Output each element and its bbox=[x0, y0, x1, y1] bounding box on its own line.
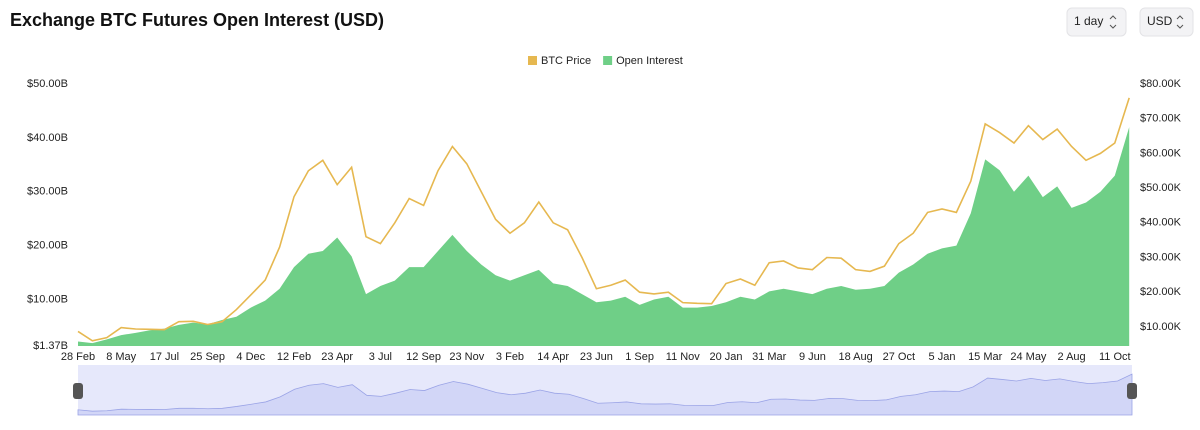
x-tick-label: 28 Feb bbox=[61, 351, 95, 363]
interval-button[interactable] bbox=[1066, 7, 1127, 37]
y-tick-label: $20.00B bbox=[27, 240, 68, 252]
currency-caret bbox=[1176, 15, 1184, 29]
x-tick-label: 14 Apr bbox=[537, 351, 569, 363]
x-tick-label: 23 Apr bbox=[321, 351, 353, 363]
x-tick-label: 11 Oct bbox=[1099, 351, 1131, 363]
x-tick-label: 9 Jun bbox=[799, 351, 826, 363]
x-tick-label: 25 Sep bbox=[190, 351, 225, 363]
y2-tick-label: $50.00K bbox=[1140, 182, 1182, 194]
x-tick-label: 5 Jan bbox=[929, 351, 956, 363]
navigator-area bbox=[77, 373, 1133, 416]
x-tick-label: 31 Mar bbox=[752, 351, 787, 363]
interval-label: 1 day bbox=[1074, 14, 1103, 28]
x-tick-label: 8 May bbox=[106, 351, 136, 363]
y-tick-label: $1.37B bbox=[33, 340, 68, 352]
currency-label: USD bbox=[1147, 14, 1173, 28]
x-tick-label: 20 Jan bbox=[709, 351, 742, 363]
y-tick-label: $40.00B bbox=[27, 132, 68, 144]
x-tick-label: 3 Jul bbox=[369, 351, 392, 363]
legend-label: BTC Price bbox=[541, 55, 591, 67]
y2-tick-label: $20.00K bbox=[1140, 286, 1182, 298]
interval-caret bbox=[1109, 15, 1117, 29]
y2-tick-label: $70.00K bbox=[1140, 113, 1182, 125]
y-tick-label: $10.00B bbox=[27, 293, 68, 305]
y2-tick-label: $10.00K bbox=[1140, 321, 1182, 333]
x-tick-label: 12 Sep bbox=[406, 351, 441, 363]
x-tick-label: 23 Nov bbox=[449, 351, 484, 363]
x-tick-label: 11 Nov bbox=[666, 351, 701, 363]
y2-tick-label: $60.00K bbox=[1140, 147, 1182, 159]
x-tick-label: 17 Jul bbox=[150, 351, 179, 363]
y2-tick-label: $80.00K bbox=[1140, 78, 1182, 90]
currency-button[interactable] bbox=[1139, 7, 1194, 37]
x-tick-label: 2 Aug bbox=[1058, 351, 1086, 363]
navigator-handle[interactable] bbox=[73, 383, 83, 399]
x-tick-label: 15 Mar bbox=[968, 351, 1003, 363]
legend-label: Open Interest bbox=[616, 55, 683, 67]
legend-swatch bbox=[528, 56, 537, 65]
navigator-handle[interactable] bbox=[1127, 383, 1137, 399]
x-tick-label: 18 Aug bbox=[838, 351, 872, 363]
chart-title: Exchange BTC Futures Open Interest (USD) bbox=[10, 10, 384, 30]
x-tick-label: 4 Dec bbox=[236, 351, 265, 363]
legend-swatch bbox=[603, 56, 613, 65]
area bbox=[78, 127, 1130, 346]
y-tick-label: $50.00B bbox=[27, 78, 68, 90]
x-tick-label: 1 Sep bbox=[625, 351, 654, 363]
x-tick-label: 23 Jun bbox=[580, 351, 613, 363]
x-tick-label: 27 Oct bbox=[883, 351, 915, 363]
y2-tick-label: $40.00K bbox=[1140, 217, 1182, 229]
y2-tick-label: $30.00K bbox=[1140, 251, 1182, 263]
x-tick-label: 12 Feb bbox=[277, 351, 311, 363]
line bbox=[77, 97, 1130, 342]
y-tick-label: $30.00B bbox=[27, 186, 68, 198]
x-tick-label: 24 May bbox=[1010, 351, 1047, 363]
x-tick-label: 3 Feb bbox=[496, 351, 524, 363]
